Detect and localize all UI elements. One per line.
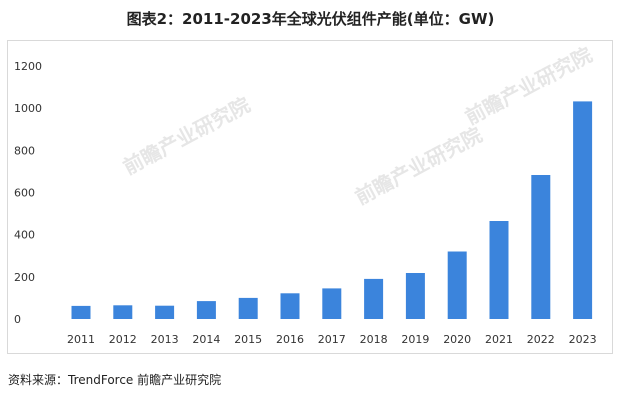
x-tick-label: 2021 xyxy=(485,333,513,346)
x-tick-label: 2019 xyxy=(401,333,429,346)
y-tick-label: 1200 xyxy=(14,60,42,73)
bar-2020 xyxy=(447,251,467,319)
x-tick-label: 2017 xyxy=(318,333,346,346)
chart-frame xyxy=(7,40,613,354)
bars xyxy=(71,101,593,320)
y-tick-label: 0 xyxy=(14,313,21,326)
x-tick-label: 2018 xyxy=(360,333,388,346)
bar-2015 xyxy=(238,297,258,319)
watermark-1: 前瞻产业研究院 xyxy=(351,122,486,209)
bar-2013 xyxy=(155,305,175,319)
x-tick-label: 2020 xyxy=(443,333,471,346)
bar-2021 xyxy=(489,221,509,319)
x-tick-label: 2013 xyxy=(151,333,179,346)
y-tick-label: 1000 xyxy=(14,102,42,115)
source-note: 资料来源：TrendForce 前瞻产业研究院 xyxy=(8,373,222,387)
y-tick-label: 400 xyxy=(14,229,35,242)
x-tick-label: 2015 xyxy=(234,333,262,346)
bar-2017 xyxy=(322,288,342,319)
x-tick-label: 2016 xyxy=(276,333,304,346)
x-tick-label: 2023 xyxy=(569,333,597,346)
bar-2018 xyxy=(364,278,384,319)
y-axis: 0 200 400 600 800 1000 1200 xyxy=(14,60,42,326)
chart-title: 图表2：2011-2023年全球光伏组件产能(单位：GW) xyxy=(126,10,495,28)
bar-2019 xyxy=(405,273,425,319)
x-tick-label: 2022 xyxy=(527,333,555,346)
y-tick-label: 200 xyxy=(14,271,35,284)
bar-2016 xyxy=(280,293,300,319)
y-tick-label: 600 xyxy=(14,187,35,200)
x-tick-label: 2014 xyxy=(192,333,220,346)
x-axis: 2011 2012 2013 2014 2015 2016 2017 2018 2019 2020… xyxy=(67,333,597,346)
bar-2012 xyxy=(113,305,133,319)
bar-2023 xyxy=(573,101,593,320)
watermark-0: 前瞻产业研究院 xyxy=(119,92,254,179)
y-tick-label: 800 xyxy=(14,144,35,157)
x-tick-label: 2011 xyxy=(67,333,95,346)
bar-2022 xyxy=(531,175,551,319)
x-tick-label: 2012 xyxy=(109,333,137,346)
bar-2014 xyxy=(196,301,216,319)
bar-2011 xyxy=(71,305,91,319)
